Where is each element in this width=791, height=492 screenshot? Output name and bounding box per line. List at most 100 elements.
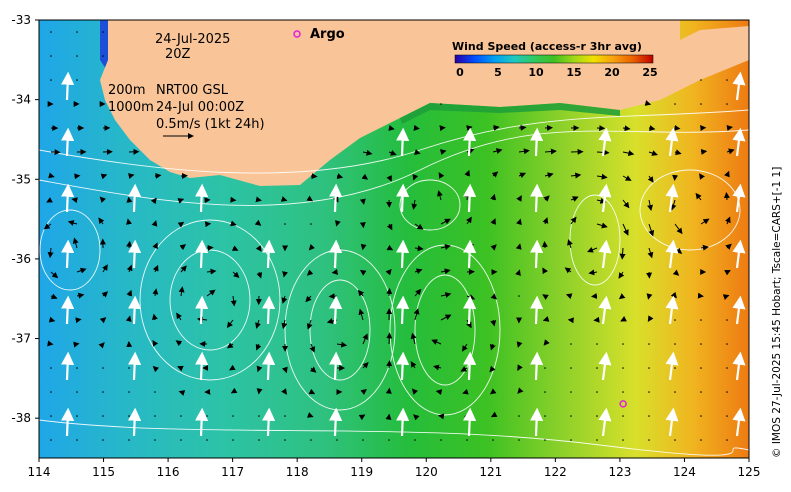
- current-vector: [154, 391, 156, 393]
- current-vector: [438, 172, 445, 179]
- current-vector: [489, 343, 496, 351]
- current-vector: [414, 288, 422, 297]
- current-vector: [331, 268, 339, 275]
- current-vector: [674, 103, 676, 105]
- wind-arrow: [61, 351, 75, 381]
- current-vector: [72, 237, 79, 249]
- current-vector: [440, 292, 452, 298]
- current-vector: [232, 415, 234, 417]
- current-vector: [674, 124, 681, 131]
- wind-arrow: [128, 295, 142, 325]
- current-vector: [310, 223, 312, 225]
- current-vector: [414, 439, 416, 441]
- current-vector: [309, 366, 317, 373]
- current-vector: [674, 319, 676, 321]
- wind-arrow: [732, 183, 746, 213]
- analysis-time-label: 24-Jul 00:00Z: [156, 100, 244, 115]
- current-vector: [518, 415, 520, 417]
- current-vector: [309, 343, 316, 353]
- current-vector: [518, 172, 527, 179]
- current-vector: [284, 439, 286, 441]
- current-vector: [517, 364, 523, 372]
- current-vector: [674, 149, 682, 156]
- current-vector: [254, 219, 262, 226]
- current-vector: [152, 242, 158, 250]
- current-vector: [565, 293, 573, 300]
- current-vector: [230, 220, 237, 227]
- current-vector: [726, 79, 728, 81]
- current-vector: [596, 367, 598, 369]
- current-vector: [226, 342, 234, 349]
- current-vector: [700, 319, 702, 321]
- argo-float-marker: [619, 400, 627, 408]
- current-vector: [101, 291, 109, 298]
- current-vector: [358, 308, 365, 321]
- current-vector: [489, 365, 496, 373]
- wind-arrow: [329, 407, 343, 437]
- current-vector: [46, 197, 53, 203]
- wind-arrow: [396, 183, 410, 213]
- current-vector: [230, 387, 238, 394]
- current-vector: [596, 391, 598, 393]
- current-vector: [570, 439, 572, 441]
- wind-arrow: [463, 351, 477, 381]
- wind-arrow: [128, 407, 142, 437]
- current-vector: [357, 289, 365, 297]
- current-vector: [564, 267, 572, 274]
- wind-arrow: [530, 407, 544, 437]
- lat-tick-label: -33: [11, 13, 31, 27]
- current-vector: [307, 412, 314, 418]
- wind-arrow: [732, 295, 746, 325]
- current-vector: [648, 391, 650, 393]
- current-vector: [726, 343, 728, 345]
- current-vector: [50, 79, 52, 81]
- current-vector: [414, 149, 421, 155]
- lon-tick-label: 125: [738, 465, 761, 479]
- current-vector: [177, 365, 184, 372]
- current-vector: [517, 387, 524, 394]
- current-vector: [699, 173, 705, 180]
- wind-arrow: [329, 239, 343, 269]
- current-vector: [359, 269, 367, 276]
- current-vector: [282, 271, 289, 278]
- current-vector: [411, 388, 419, 395]
- current-vector: [154, 415, 156, 417]
- current-vector: [232, 439, 234, 441]
- current-vector: [126, 289, 133, 297]
- wind-arrow: [61, 295, 75, 325]
- current-vector: [700, 79, 702, 81]
- current-vector: [622, 125, 631, 132]
- current-vector: [726, 415, 728, 417]
- current-vector: [518, 295, 520, 297]
- current-vector: [100, 173, 108, 180]
- lat-tick-label: -37: [11, 332, 31, 346]
- current-vector: [385, 268, 392, 276]
- current-vector: [518, 148, 530, 155]
- wind-arrow: [195, 295, 209, 325]
- wind-arrow: [598, 183, 612, 213]
- current-vector: [258, 439, 260, 441]
- current-vector: [490, 193, 497, 201]
- lon-tick-label: 120: [415, 465, 438, 479]
- current-vector: [256, 271, 263, 279]
- current-vector: [492, 148, 503, 154]
- current-vector: [648, 343, 650, 345]
- current-vector: [282, 366, 288, 374]
- current-vector: [490, 411, 498, 418]
- current-vector: [388, 125, 395, 131]
- argo-legend-marker: [293, 30, 301, 38]
- current-vector: [542, 294, 549, 300]
- depth-1000-label: 1000m: [108, 100, 154, 115]
- current-vector: [128, 391, 130, 393]
- current-vector: [700, 343, 702, 345]
- wind-arrow: [396, 295, 410, 325]
- current-vector: [466, 439, 468, 441]
- current-vector: [126, 240, 133, 249]
- current-vector: [700, 244, 709, 251]
- wind-arrow: [128, 351, 142, 381]
- current-vector: [515, 243, 522, 250]
- wind-arrow: [329, 295, 343, 325]
- current-vector: [281, 319, 288, 330]
- current-vector: [700, 103, 702, 105]
- wind-arrow: [396, 407, 410, 437]
